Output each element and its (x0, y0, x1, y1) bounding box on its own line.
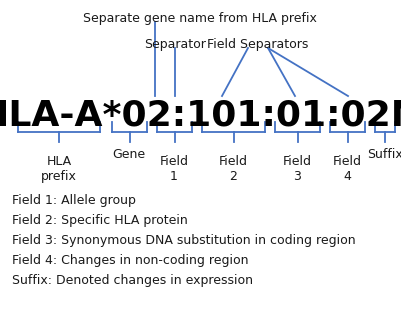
Text: Field 2: Specific HLA protein: Field 2: Specific HLA protein (12, 214, 188, 227)
Text: Field
3: Field 3 (282, 155, 312, 183)
Text: Separate gene name from HLA prefix: Separate gene name from HLA prefix (83, 12, 317, 25)
Text: Gene: Gene (112, 148, 146, 161)
Text: HLA-A*02:101:01:02N: HLA-A*02:101:01:02N (0, 98, 401, 132)
Text: Suffix: Suffix (367, 148, 401, 161)
Text: Field Separators: Field Separators (207, 38, 309, 51)
Text: Field 3: Synonymous DNA substitution in coding region: Field 3: Synonymous DNA substitution in … (12, 234, 356, 247)
Text: Field
1: Field 1 (160, 155, 188, 183)
Text: Field 1: Allele group: Field 1: Allele group (12, 194, 136, 207)
Text: Separator: Separator (144, 38, 206, 51)
Text: Suffix: Denoted changes in expression: Suffix: Denoted changes in expression (12, 274, 253, 287)
Text: Field 4: Changes in non-coding region: Field 4: Changes in non-coding region (12, 254, 249, 267)
Text: Field
2: Field 2 (219, 155, 247, 183)
Text: Field
4: Field 4 (332, 155, 361, 183)
Text: HLA
prefix: HLA prefix (41, 155, 77, 183)
